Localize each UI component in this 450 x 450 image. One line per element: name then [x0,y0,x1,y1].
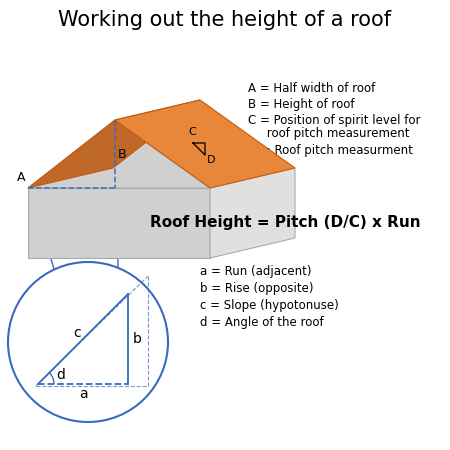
Text: B = Height of roof: B = Height of roof [248,98,355,111]
Text: a = Run (adjacent): a = Run (adjacent) [200,265,311,278]
Text: A: A [17,171,25,184]
Text: A = Half width of roof: A = Half width of roof [248,82,375,95]
Text: b: b [133,332,142,346]
Text: B: B [118,148,126,161]
Text: d = Angle of the roof: d = Angle of the roof [200,316,324,329]
Text: D: D [207,155,216,165]
Text: C: C [188,127,196,137]
Text: C = Position of spirit level for: C = Position of spirit level for [248,114,420,127]
Text: a: a [79,387,87,401]
Polygon shape [210,168,295,258]
Text: c = Slope (hypotonuse): c = Slope (hypotonuse) [200,299,339,312]
Text: D = Roof pitch measurment: D = Roof pitch measurment [248,144,413,157]
Text: Roof Height = Pitch (D/C) x Run: Roof Height = Pitch (D/C) x Run [150,215,420,230]
Polygon shape [115,100,295,188]
Text: b = Rise (opposite): b = Rise (opposite) [200,282,314,295]
Text: Working out the height of a roof: Working out the height of a roof [58,10,392,30]
Text: d: d [56,368,65,382]
Polygon shape [28,188,210,258]
Text: roof pitch measurement: roof pitch measurement [248,127,410,140]
Text: c: c [73,326,81,340]
Polygon shape [28,120,210,188]
Polygon shape [28,100,200,188]
